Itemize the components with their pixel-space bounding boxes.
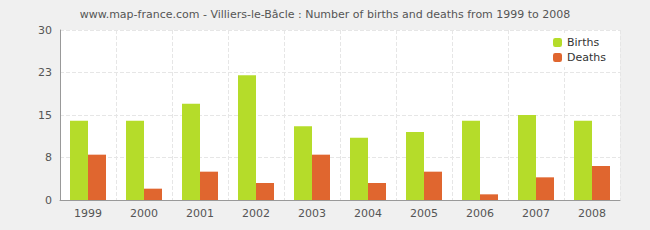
svg-text:2001: 2001 — [186, 207, 214, 220]
svg-text:2007: 2007 — [522, 207, 550, 220]
svg-text:15: 15 — [38, 109, 52, 122]
svg-text:2008: 2008 — [578, 207, 606, 220]
svg-text:www.map-france.com - Villiers-: www.map-france.com - Villiers-le-Bâcle :… — [80, 8, 571, 21]
svg-text:2003: 2003 — [298, 207, 326, 220]
svg-text:8: 8 — [45, 151, 52, 164]
svg-text:2005: 2005 — [410, 207, 438, 220]
svg-text:23: 23 — [38, 66, 52, 79]
svg-text:2002: 2002 — [242, 207, 270, 220]
svg-text:1999: 1999 — [74, 207, 102, 220]
svg-text:2006: 2006 — [466, 207, 494, 220]
svg-text:2004: 2004 — [354, 207, 382, 220]
svg-text:0: 0 — [45, 194, 52, 207]
svg-text:Deaths: Deaths — [567, 51, 606, 64]
svg-text:30: 30 — [38, 24, 52, 37]
svg-text:2000: 2000 — [130, 207, 158, 220]
svg-text:Births: Births — [567, 36, 599, 49]
